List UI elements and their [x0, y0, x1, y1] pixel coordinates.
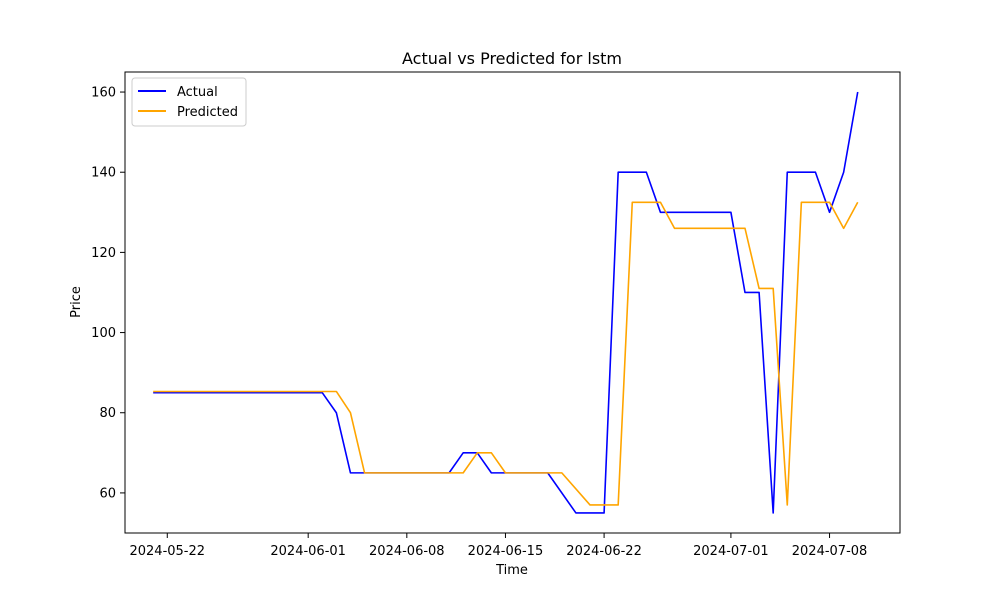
- legend-label-actual: Actual: [177, 85, 218, 100]
- series-line-actual: [153, 91, 859, 514]
- y-axis-label: Price: [69, 286, 84, 318]
- chart-title: Actual vs Predicted for lstm: [402, 49, 622, 68]
- x-tick-label: 2024-06-01: [270, 544, 346, 559]
- x-tick-label: 2024-05-22: [129, 544, 205, 559]
- x-axis: 2024-05-22 2024-06-01 2024-06-08 2024-06-15…: [129, 533, 867, 559]
- x-axis-label: Time: [495, 563, 528, 578]
- y-tick-label: 120: [91, 246, 116, 261]
- legend-label-predicted: Predicted: [177, 105, 238, 120]
- y-tick-label: 140: [91, 166, 116, 181]
- y-axis: 60 80 100 120 140 160: [91, 86, 125, 501]
- x-tick-label: 2024-07-01: [693, 544, 769, 559]
- y-tick-label: 80: [99, 406, 116, 421]
- plot-frame: [124, 71, 901, 534]
- x-tick-label: 2024-07-08: [792, 544, 868, 559]
- x-tick-label: 2024-06-08: [369, 544, 445, 559]
- y-tick-label: 100: [91, 326, 116, 341]
- x-tick-label: 2024-06-15: [468, 544, 544, 559]
- y-tick-label: 60: [99, 486, 116, 501]
- series-line-predicted: [153, 201, 859, 506]
- series-layer: [153, 91, 859, 514]
- x-tick-label: 2024-06-22: [566, 544, 642, 559]
- y-tick-label: 160: [91, 86, 116, 101]
- legend: Actual Predicted: [131, 77, 247, 127]
